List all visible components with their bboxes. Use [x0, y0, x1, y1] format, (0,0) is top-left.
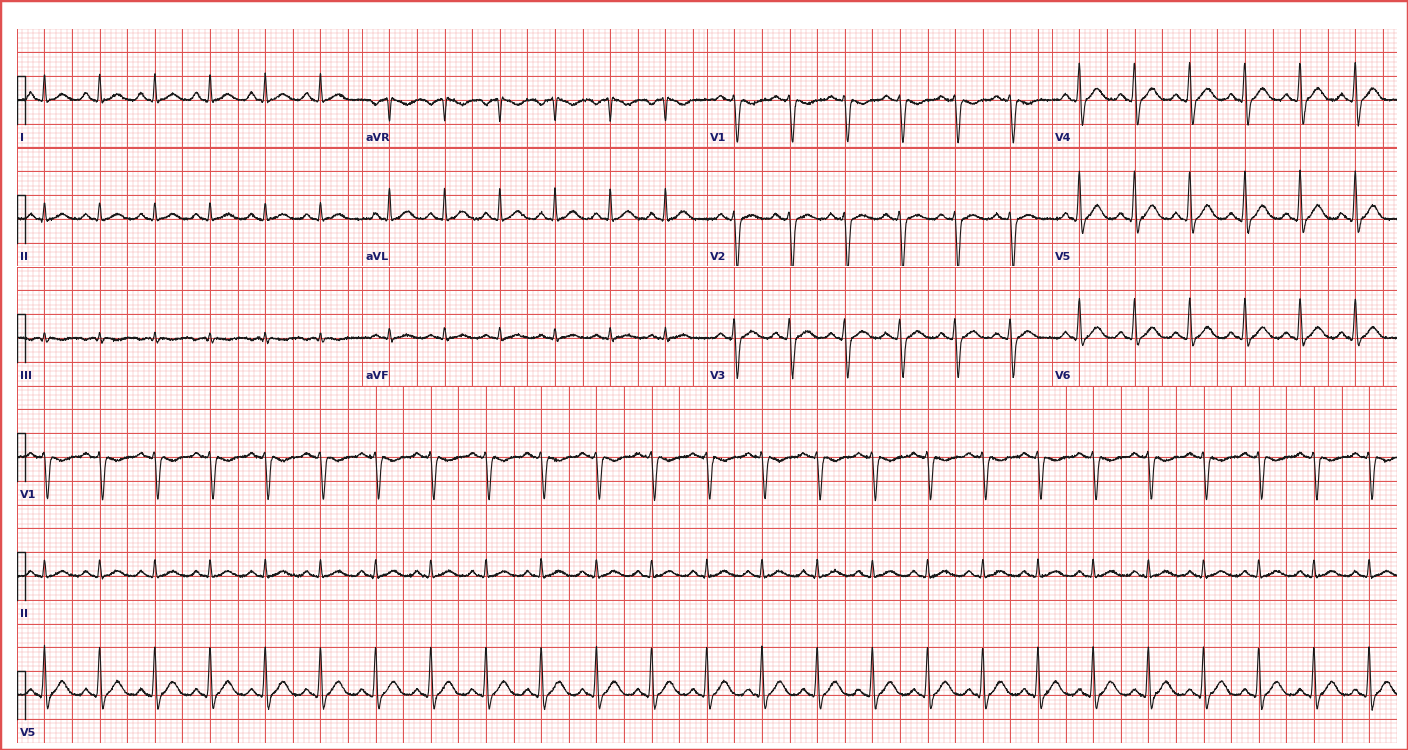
Text: I: I: [20, 133, 24, 142]
Text: V6: V6: [1055, 370, 1071, 381]
Text: V1: V1: [710, 133, 727, 142]
Text: aVR: aVR: [365, 133, 390, 142]
Text: aVF: aVF: [365, 370, 389, 381]
Text: II: II: [20, 252, 28, 262]
Text: aVL: aVL: [365, 252, 389, 262]
Text: V1: V1: [20, 490, 37, 500]
Text: II: II: [20, 609, 28, 619]
Text: V5: V5: [20, 728, 37, 738]
Text: V2: V2: [710, 252, 727, 262]
Text: III: III: [20, 370, 32, 381]
Text: V5: V5: [1055, 252, 1071, 262]
Text: V4: V4: [1055, 133, 1071, 142]
Text: V3: V3: [710, 370, 727, 381]
